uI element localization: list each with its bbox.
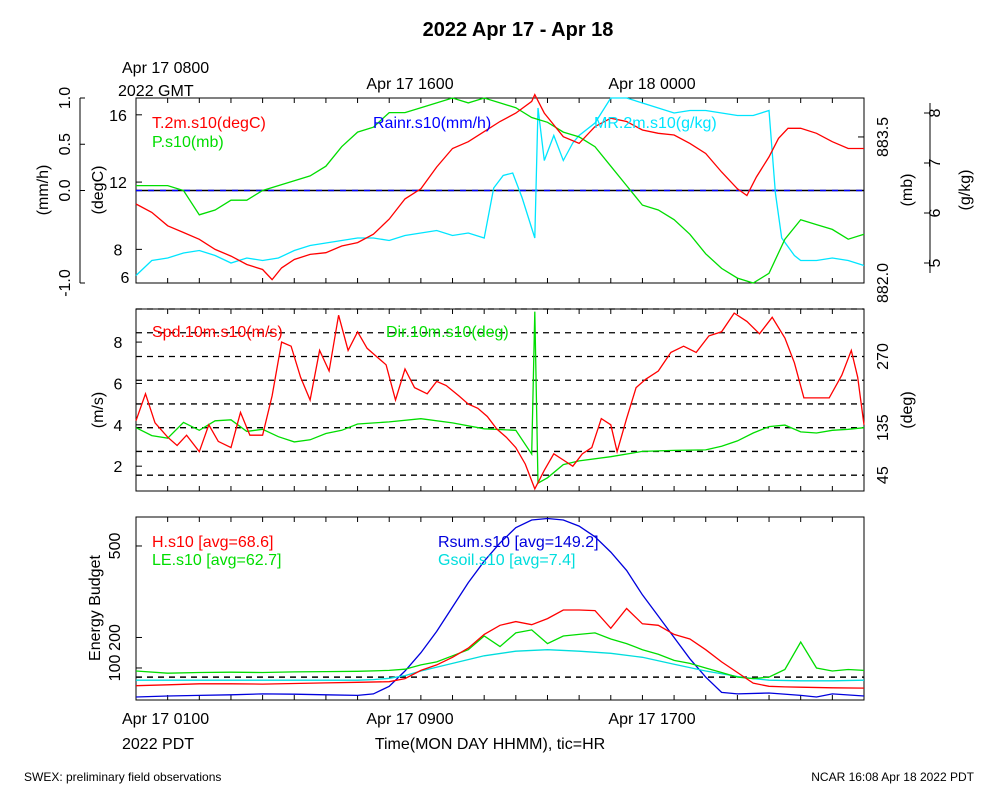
series-h	[135, 607, 865, 689]
tick-label-mmh: 0.5	[57, 133, 74, 155]
axis-label-mmh: (mm/h)	[35, 165, 52, 216]
tick-label-ms: 6	[114, 376, 123, 393]
tick-label-gkg: 7	[927, 158, 944, 167]
top-time-mid: Apr 17 1600	[366, 76, 453, 93]
x-axis-label: Time(MON DAY HHMM), tic=HR	[375, 736, 605, 753]
series-temperature	[135, 93, 864, 281]
tick-label-mb: 883.5	[875, 117, 892, 157]
series-rsum	[135, 517, 865, 698]
tick-label-gkg: 6	[927, 208, 944, 217]
legend-rsum: Rsum.s10 [avg=149.2]	[438, 534, 599, 551]
tick-label-deg: 45	[875, 466, 892, 484]
bottom-time-mid: Apr 17 0900	[366, 711, 453, 728]
axis-label-energy: Energy Budget	[87, 555, 104, 661]
top-time-start-line1: Apr 17 0800	[122, 60, 209, 77]
legend-rain: Rainr.s10(mm/h)	[373, 115, 491, 132]
legend-temperature: T.2m.s10(degC)	[152, 115, 266, 132]
panel-3-frame	[135, 516, 865, 701]
bottom-time-start-line2: 2022 PDT	[122, 736, 194, 753]
series-gsoil	[136, 649, 865, 682]
bottom-time-start-line1: Apr 17 0100	[122, 711, 209, 728]
footer-left: SWEX: preliminary field observations	[24, 770, 221, 784]
legend-pressure: P.s10(mb)	[152, 134, 224, 151]
axis-label-ms: (m/s)	[90, 392, 107, 428]
series-wind-speed	[135, 312, 865, 491]
legend-mixing-ratio: MR.2m.s10(g/kg)	[594, 115, 717, 132]
tick-label-energy: 200	[107, 624, 124, 651]
tick-label-deg: 270	[875, 343, 892, 370]
tick-label-mmh: 0.0	[57, 179, 74, 201]
tick-label-degc: 16	[109, 108, 127, 125]
legend-wind-direction: Dir.10m.s10(deg)	[386, 324, 509, 341]
tick-label-mmh: 1.0	[57, 87, 74, 109]
axis-label-mb: (mb)	[899, 174, 916, 207]
tick-label-energy: 100	[107, 655, 124, 682]
series-le	[135, 629, 865, 680]
tick-label-mb: 882.0	[875, 263, 892, 303]
bottom-time-end: Apr 17 1700	[608, 711, 695, 728]
legend-le: LE.s10 [avg=62.7]	[152, 552, 281, 569]
tick-label-energy: 500	[107, 533, 124, 560]
tick-label-gkg: 5	[927, 258, 944, 267]
tick-label-degc-min: 6	[121, 270, 130, 287]
legend-wind-speed: Spd.10m.s10(m/s)	[152, 324, 283, 341]
footer-right: NCAR 16:08 Apr 18 2022 PDT	[811, 770, 974, 784]
chart-title: 2022 Apr 17 - Apr 18	[423, 19, 614, 41]
top-time-start-line2: 2022 GMT	[118, 83, 194, 100]
top-time-end: Apr 18 0000	[608, 76, 695, 93]
tick-label-gkg: 8	[927, 108, 944, 117]
series-wind-direction	[135, 311, 865, 485]
axis-label-deg: (deg)	[899, 391, 916, 428]
tick-label-degc: 12	[109, 175, 127, 192]
axis-label-degc: (degC)	[90, 166, 107, 215]
series-mixing-ratio	[135, 97, 865, 276]
legend-gsoil: Gsoil.s10 [avg=7.4]	[438, 552, 575, 569]
tick-label-ms: 4	[114, 418, 123, 435]
tick-label-ms: 2	[114, 459, 123, 476]
tick-label-degc: 8	[114, 242, 123, 259]
legend-h: H.s10 [avg=68.6]	[152, 534, 273, 551]
series-pressure	[136, 97, 865, 284]
tick-label-ms: 8	[114, 335, 123, 352]
tick-label-mmh: -1.0	[57, 269, 74, 297]
tick-label-deg: 135	[875, 414, 892, 441]
axis-label-gkg: (g/kg)	[957, 170, 974, 211]
